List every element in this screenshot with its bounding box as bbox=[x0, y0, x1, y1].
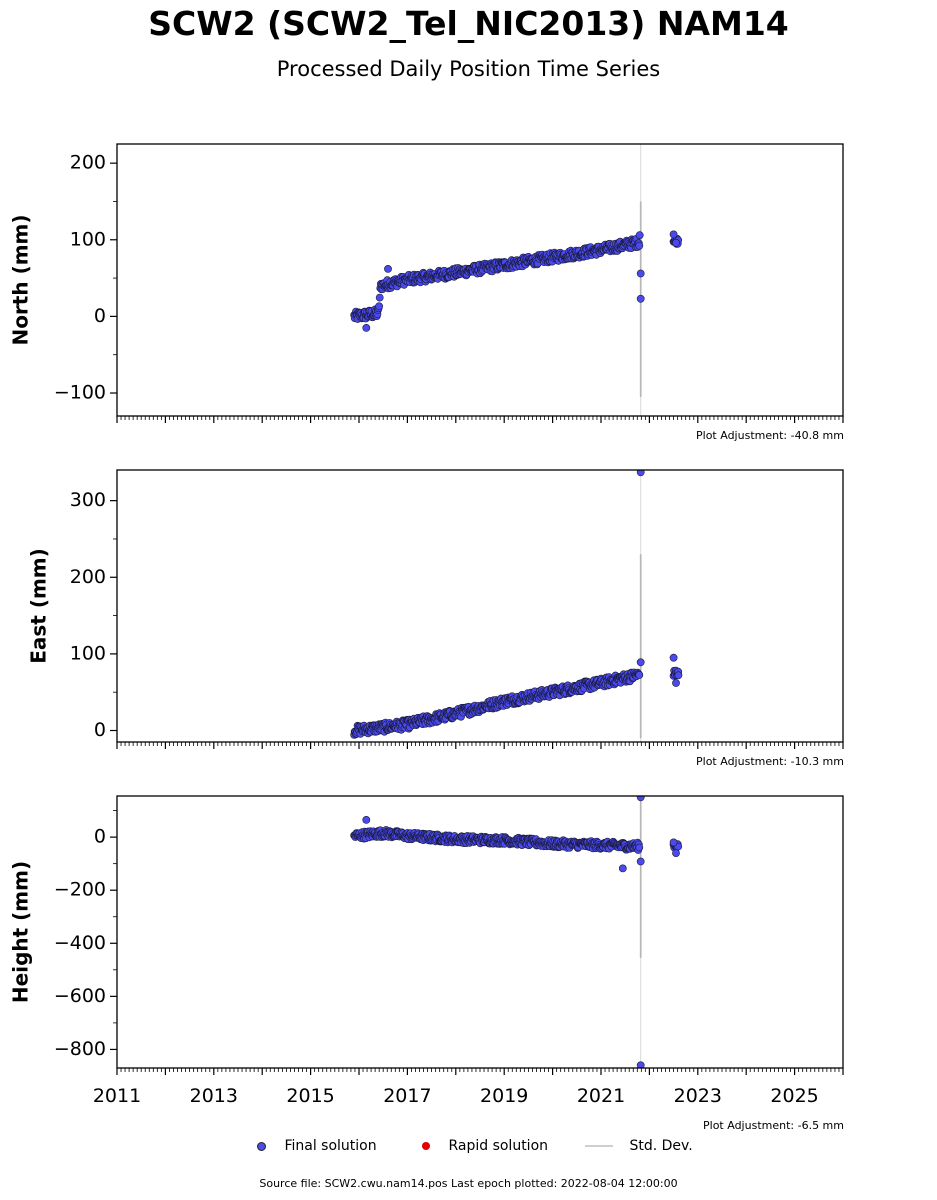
legend-std-label: Std. Dev. bbox=[629, 1138, 693, 1154]
rapid-solution-marker bbox=[422, 1142, 430, 1150]
east-data-point bbox=[635, 671, 644, 679]
east-data-point bbox=[636, 658, 645, 667]
height-data-point bbox=[669, 838, 678, 847]
east-y-tick-label: 100 bbox=[70, 642, 106, 664]
chart-subtitle: Processed Daily Position Time Series bbox=[276, 57, 661, 81]
height-y-tick-label: −600 bbox=[54, 985, 106, 1007]
north-y-tick-label: 100 bbox=[70, 228, 106, 250]
height-y-tick-label: −200 bbox=[54, 879, 106, 901]
north-final-solution-points bbox=[350, 230, 683, 332]
height-plot-adjustment: Plot Adjustment: -6.5 mm bbox=[703, 1119, 844, 1132]
legend-rapid-solution: Rapid solution bbox=[422, 1138, 548, 1154]
north-data-point bbox=[384, 264, 392, 273]
east-y-tick-label: 300 bbox=[70, 489, 106, 511]
legend-final-label: Final solution bbox=[284, 1138, 377, 1154]
height-final-solution-points bbox=[350, 796, 683, 1068]
east-y-tick-label: 0 bbox=[94, 719, 106, 741]
east-final-solution-points bbox=[350, 470, 683, 739]
chart-title: SCW2 (SCW2_Tel_NIC2013) NAM14 bbox=[148, 4, 789, 43]
north-axis-label: North (mm) bbox=[9, 214, 33, 345]
east-data-point bbox=[636, 470, 645, 477]
x-tick-label: 2011 bbox=[93, 1085, 141, 1107]
north-data-point bbox=[635, 241, 644, 250]
legend-std-dev: Std. Dev. bbox=[585, 1138, 693, 1154]
north-plot-adjustment: Plot Adjustment: -40.8 mm bbox=[696, 429, 844, 442]
x-tick-label: 2021 bbox=[577, 1085, 625, 1107]
north-data-point bbox=[362, 323, 371, 332]
std-dev-line-marker bbox=[585, 1145, 613, 1147]
x-tick-label: 2025 bbox=[770, 1085, 818, 1107]
north-y-tick-label: 200 bbox=[70, 152, 106, 174]
x-tick-label: 2015 bbox=[286, 1085, 334, 1107]
north-y-tick-label: 0 bbox=[94, 305, 106, 327]
height-data-point bbox=[618, 864, 627, 873]
north-y-tick-label: −100 bbox=[54, 382, 106, 404]
x-tick-label: 2017 bbox=[383, 1085, 431, 1107]
source-footer: Source file: SCW2.cwu.nam14.pos Last epo… bbox=[259, 1177, 678, 1190]
height-y-tick-label: −800 bbox=[54, 1038, 106, 1060]
east-data-point bbox=[672, 679, 680, 687]
north-data-point bbox=[375, 293, 384, 302]
height-data-point bbox=[636, 796, 645, 802]
height-data-point bbox=[362, 816, 371, 824]
north-data-point bbox=[672, 238, 680, 247]
east-y-tick-label: 200 bbox=[70, 566, 106, 588]
north-data-point bbox=[375, 302, 383, 311]
east-plot-frame bbox=[116, 469, 844, 743]
east-data-point bbox=[669, 653, 678, 662]
legend-final-solution: Final solution bbox=[257, 1138, 377, 1154]
north-data-point bbox=[669, 230, 678, 239]
east-plot-adjustment: Plot Adjustment: -10.3 mm bbox=[696, 755, 844, 768]
north-data-point bbox=[636, 269, 645, 278]
east-axis-label: East (mm) bbox=[27, 548, 51, 664]
height-data-point bbox=[672, 849, 680, 857]
height-axis-label: Height (mm) bbox=[9, 861, 33, 1003]
height-data-point bbox=[636, 857, 645, 866]
x-tick-label: 2023 bbox=[674, 1085, 722, 1107]
north-data-point bbox=[636, 294, 645, 303]
final-solution-marker bbox=[257, 1141, 266, 1151]
x-tick-label: 2013 bbox=[190, 1085, 238, 1107]
height-y-tick-label: −400 bbox=[54, 932, 106, 954]
legend-rapid-label: Rapid solution bbox=[448, 1138, 549, 1154]
height-data-point bbox=[636, 1061, 645, 1068]
height-y-tick-label: 0 bbox=[94, 826, 106, 848]
x-tick-label: 2019 bbox=[480, 1085, 528, 1107]
north-data-point bbox=[635, 231, 644, 240]
north-plot-frame bbox=[116, 143, 844, 417]
east-data-point bbox=[674, 671, 683, 680]
height-data-point bbox=[635, 843, 644, 852]
